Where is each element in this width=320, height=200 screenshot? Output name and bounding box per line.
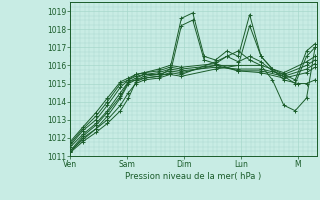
X-axis label: Pression niveau de la mer( hPa ): Pression niveau de la mer( hPa ) — [125, 172, 262, 181]
